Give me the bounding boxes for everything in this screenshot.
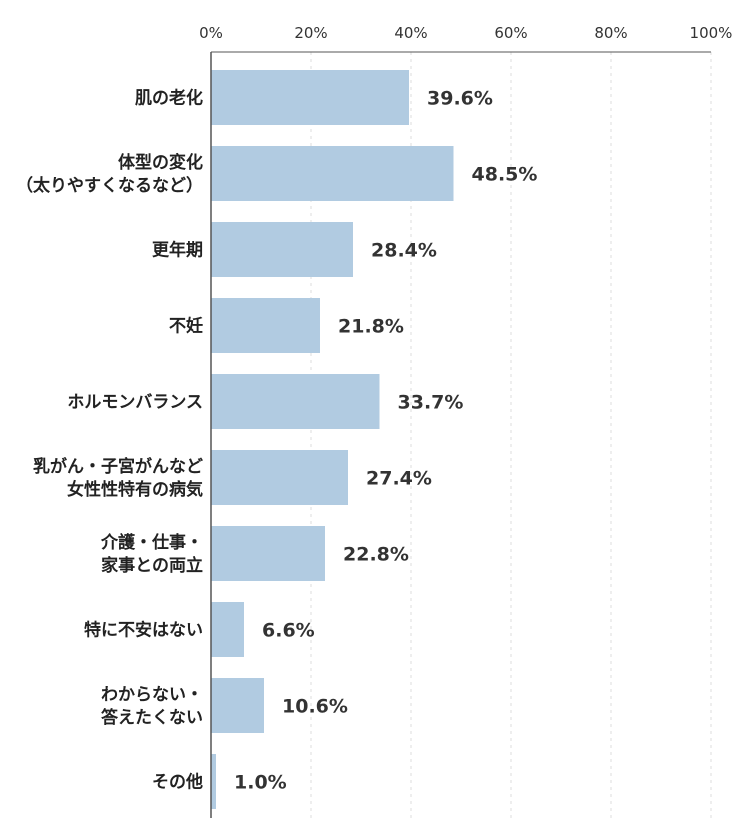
bar <box>211 754 216 809</box>
bar <box>211 374 380 429</box>
category-label: その他 <box>152 772 203 793</box>
value-label: 1.0% <box>234 772 287 794</box>
category-label: 不妊 <box>169 316 203 337</box>
bar <box>211 678 264 733</box>
category-label: 体型の変化（太りやすくなるなど） <box>16 152 203 196</box>
bar <box>211 70 409 125</box>
category-label: 特に不安はない <box>84 620 203 641</box>
x-tick-label: 0% <box>199 24 223 42</box>
value-label: 48.5% <box>472 164 538 186</box>
value-label: 39.6% <box>427 88 493 110</box>
bar <box>211 450 348 505</box>
value-labels: 39.6% 48.5% 28.4% 21.8% 33.7% 27.4% 22.8% 6.6% 1… <box>234 88 537 794</box>
bar <box>211 602 244 657</box>
value-label: 22.8% <box>343 544 409 566</box>
bar <box>211 222 353 277</box>
category-label: ホルモンバランス <box>67 393 203 413</box>
category-label: 乳がん・子宮がんなど女性性特有の病気 <box>33 456 203 500</box>
x-axis-ticks: 0% 20% 40% 60% 80% 100% <box>199 24 732 42</box>
x-tick-label: 60% <box>494 24 527 42</box>
bar <box>211 298 320 353</box>
x-tick-label: 100% <box>690 24 733 42</box>
axes <box>210 51 711 818</box>
category-label: わからない・答えたくない <box>101 685 203 728</box>
x-tick-label: 20% <box>294 24 327 42</box>
x-tick-label: 80% <box>594 24 627 42</box>
bar <box>211 146 454 201</box>
value-label: 21.8% <box>338 316 404 338</box>
category-label: 更年期 <box>152 240 203 261</box>
value-label: 10.6% <box>282 696 348 718</box>
value-label: 27.4% <box>366 468 432 490</box>
x-tick-label: 40% <box>394 24 427 42</box>
category-label: 肌の老化 <box>135 88 203 109</box>
value-label: 28.4% <box>371 240 437 262</box>
bars <box>211 70 454 809</box>
category-label: 介護・仕事・家事との両立 <box>100 532 203 576</box>
value-label: 33.7% <box>398 392 464 414</box>
bar <box>211 526 325 581</box>
value-label: 6.6% <box>262 620 315 642</box>
